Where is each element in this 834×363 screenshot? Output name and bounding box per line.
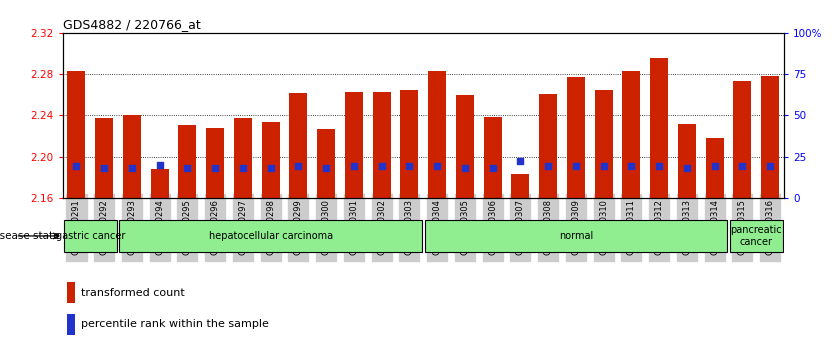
Point: [458, 165, 471, 171]
Bar: [67, 282, 75, 303]
Bar: [678, 123, 696, 198]
Point: [597, 164, 610, 170]
Text: disease state: disease state: [0, 231, 60, 241]
Point: [514, 159, 527, 164]
Point: [403, 164, 416, 170]
Bar: [234, 118, 252, 198]
Text: gastric cancer: gastric cancer: [56, 231, 125, 241]
Bar: [456, 95, 474, 198]
Point: [125, 165, 138, 171]
Point: [736, 164, 749, 170]
Point: [486, 165, 500, 171]
Bar: [595, 90, 613, 198]
Point: [430, 164, 444, 170]
Bar: [95, 118, 113, 198]
Bar: [622, 71, 641, 198]
Point: [236, 165, 249, 171]
Bar: [733, 81, 751, 198]
Text: pancreatic
cancer: pancreatic cancer: [731, 225, 782, 247]
Bar: [567, 77, 585, 198]
Bar: [178, 125, 197, 198]
Bar: [123, 115, 141, 198]
Bar: [428, 71, 446, 198]
Bar: [206, 128, 224, 198]
Point: [292, 164, 305, 170]
Text: normal: normal: [559, 231, 593, 241]
Bar: [650, 58, 668, 198]
Bar: [484, 117, 501, 198]
Point: [264, 165, 278, 171]
Point: [98, 165, 111, 171]
Point: [153, 162, 166, 168]
Bar: [511, 174, 530, 198]
Bar: [400, 90, 419, 198]
Bar: [425, 220, 727, 252]
Text: hepatocellular carcinoma: hepatocellular carcinoma: [208, 231, 333, 241]
Bar: [373, 91, 390, 198]
Point: [763, 164, 776, 170]
Bar: [761, 76, 779, 198]
Text: transformed count: transformed count: [81, 288, 185, 298]
Point: [208, 165, 222, 171]
Text: GDS4882 / 220766_at: GDS4882 / 220766_at: [63, 19, 200, 32]
Bar: [539, 94, 557, 198]
Bar: [345, 91, 363, 198]
Point: [541, 164, 555, 170]
Bar: [64, 220, 117, 252]
Bar: [67, 314, 75, 335]
Point: [652, 164, 666, 170]
Bar: [706, 138, 724, 198]
Point: [625, 164, 638, 170]
Point: [375, 164, 389, 170]
Text: percentile rank within the sample: percentile rank within the sample: [81, 319, 269, 329]
Bar: [262, 122, 279, 198]
Point: [347, 164, 360, 170]
Bar: [317, 129, 335, 198]
Point: [681, 165, 694, 171]
Point: [70, 164, 83, 170]
Bar: [151, 169, 168, 198]
Point: [181, 165, 194, 171]
Bar: [730, 220, 782, 252]
Bar: [68, 71, 85, 198]
Point: [708, 164, 721, 170]
Bar: [119, 220, 422, 252]
Bar: [289, 93, 308, 198]
Point: [319, 165, 333, 171]
Point: [569, 164, 582, 170]
